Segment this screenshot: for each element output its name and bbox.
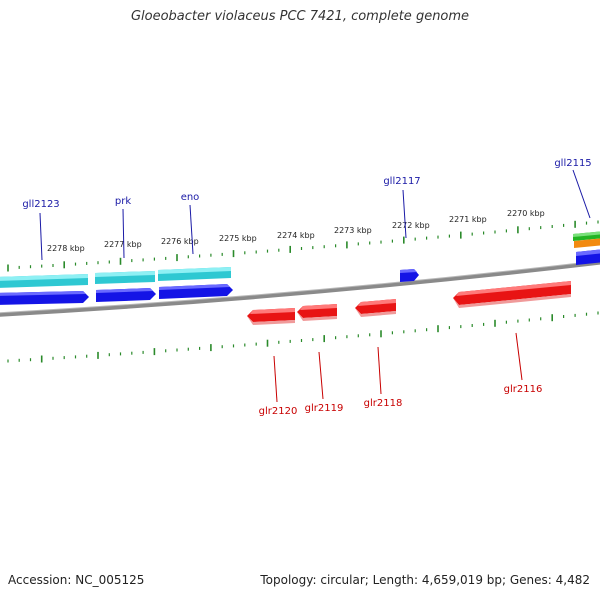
tick-label: 2278 kbp: [47, 244, 85, 253]
genome-backbone: [0, 260, 600, 317]
tick-label: 2276 kbp: [161, 237, 199, 246]
gene-arrow-orange[interactable]: [574, 238, 600, 248]
gene-label[interactable]: glr2120: [259, 406, 298, 417]
tick-label: 2274 kbp: [277, 231, 315, 240]
forward-rna-genes: [0, 267, 231, 288]
gene-label[interactable]: gll2123: [22, 199, 59, 210]
outer-tick-ring: [7, 220, 599, 272]
reverse-genes: [247, 281, 571, 325]
tick-label: 2277 kbp: [104, 240, 142, 249]
gene-label[interactable]: glr2119: [305, 403, 344, 414]
tick-label: 2273 kbp: [334, 226, 372, 235]
forward-genes: [0, 249, 600, 305]
tick-label: 2271 kbp: [449, 215, 487, 224]
accession-text: Accession: NC_005125: [8, 573, 145, 587]
gene-label[interactable]: prk: [115, 196, 131, 207]
gene-label[interactable]: glr2116: [504, 384, 543, 395]
inner-tick-ring: [7, 311, 599, 363]
tick-label: 2272 kbp: [392, 221, 430, 230]
gene-label[interactable]: gll2117: [383, 176, 420, 187]
gene-label[interactable]: gll2115: [554, 158, 591, 169]
gene-label[interactable]: eno: [181, 192, 200, 203]
topology-text: Topology: circular; Length: 4,659,019 bp…: [260, 573, 590, 587]
gene-label[interactable]: glr2118: [364, 398, 403, 409]
tick-label: 2275 kbp: [219, 234, 257, 243]
tick-label: 2270 kbp: [507, 209, 545, 218]
map-title: Gloeobacter violaceus PCC 7421, complete…: [130, 9, 470, 24]
